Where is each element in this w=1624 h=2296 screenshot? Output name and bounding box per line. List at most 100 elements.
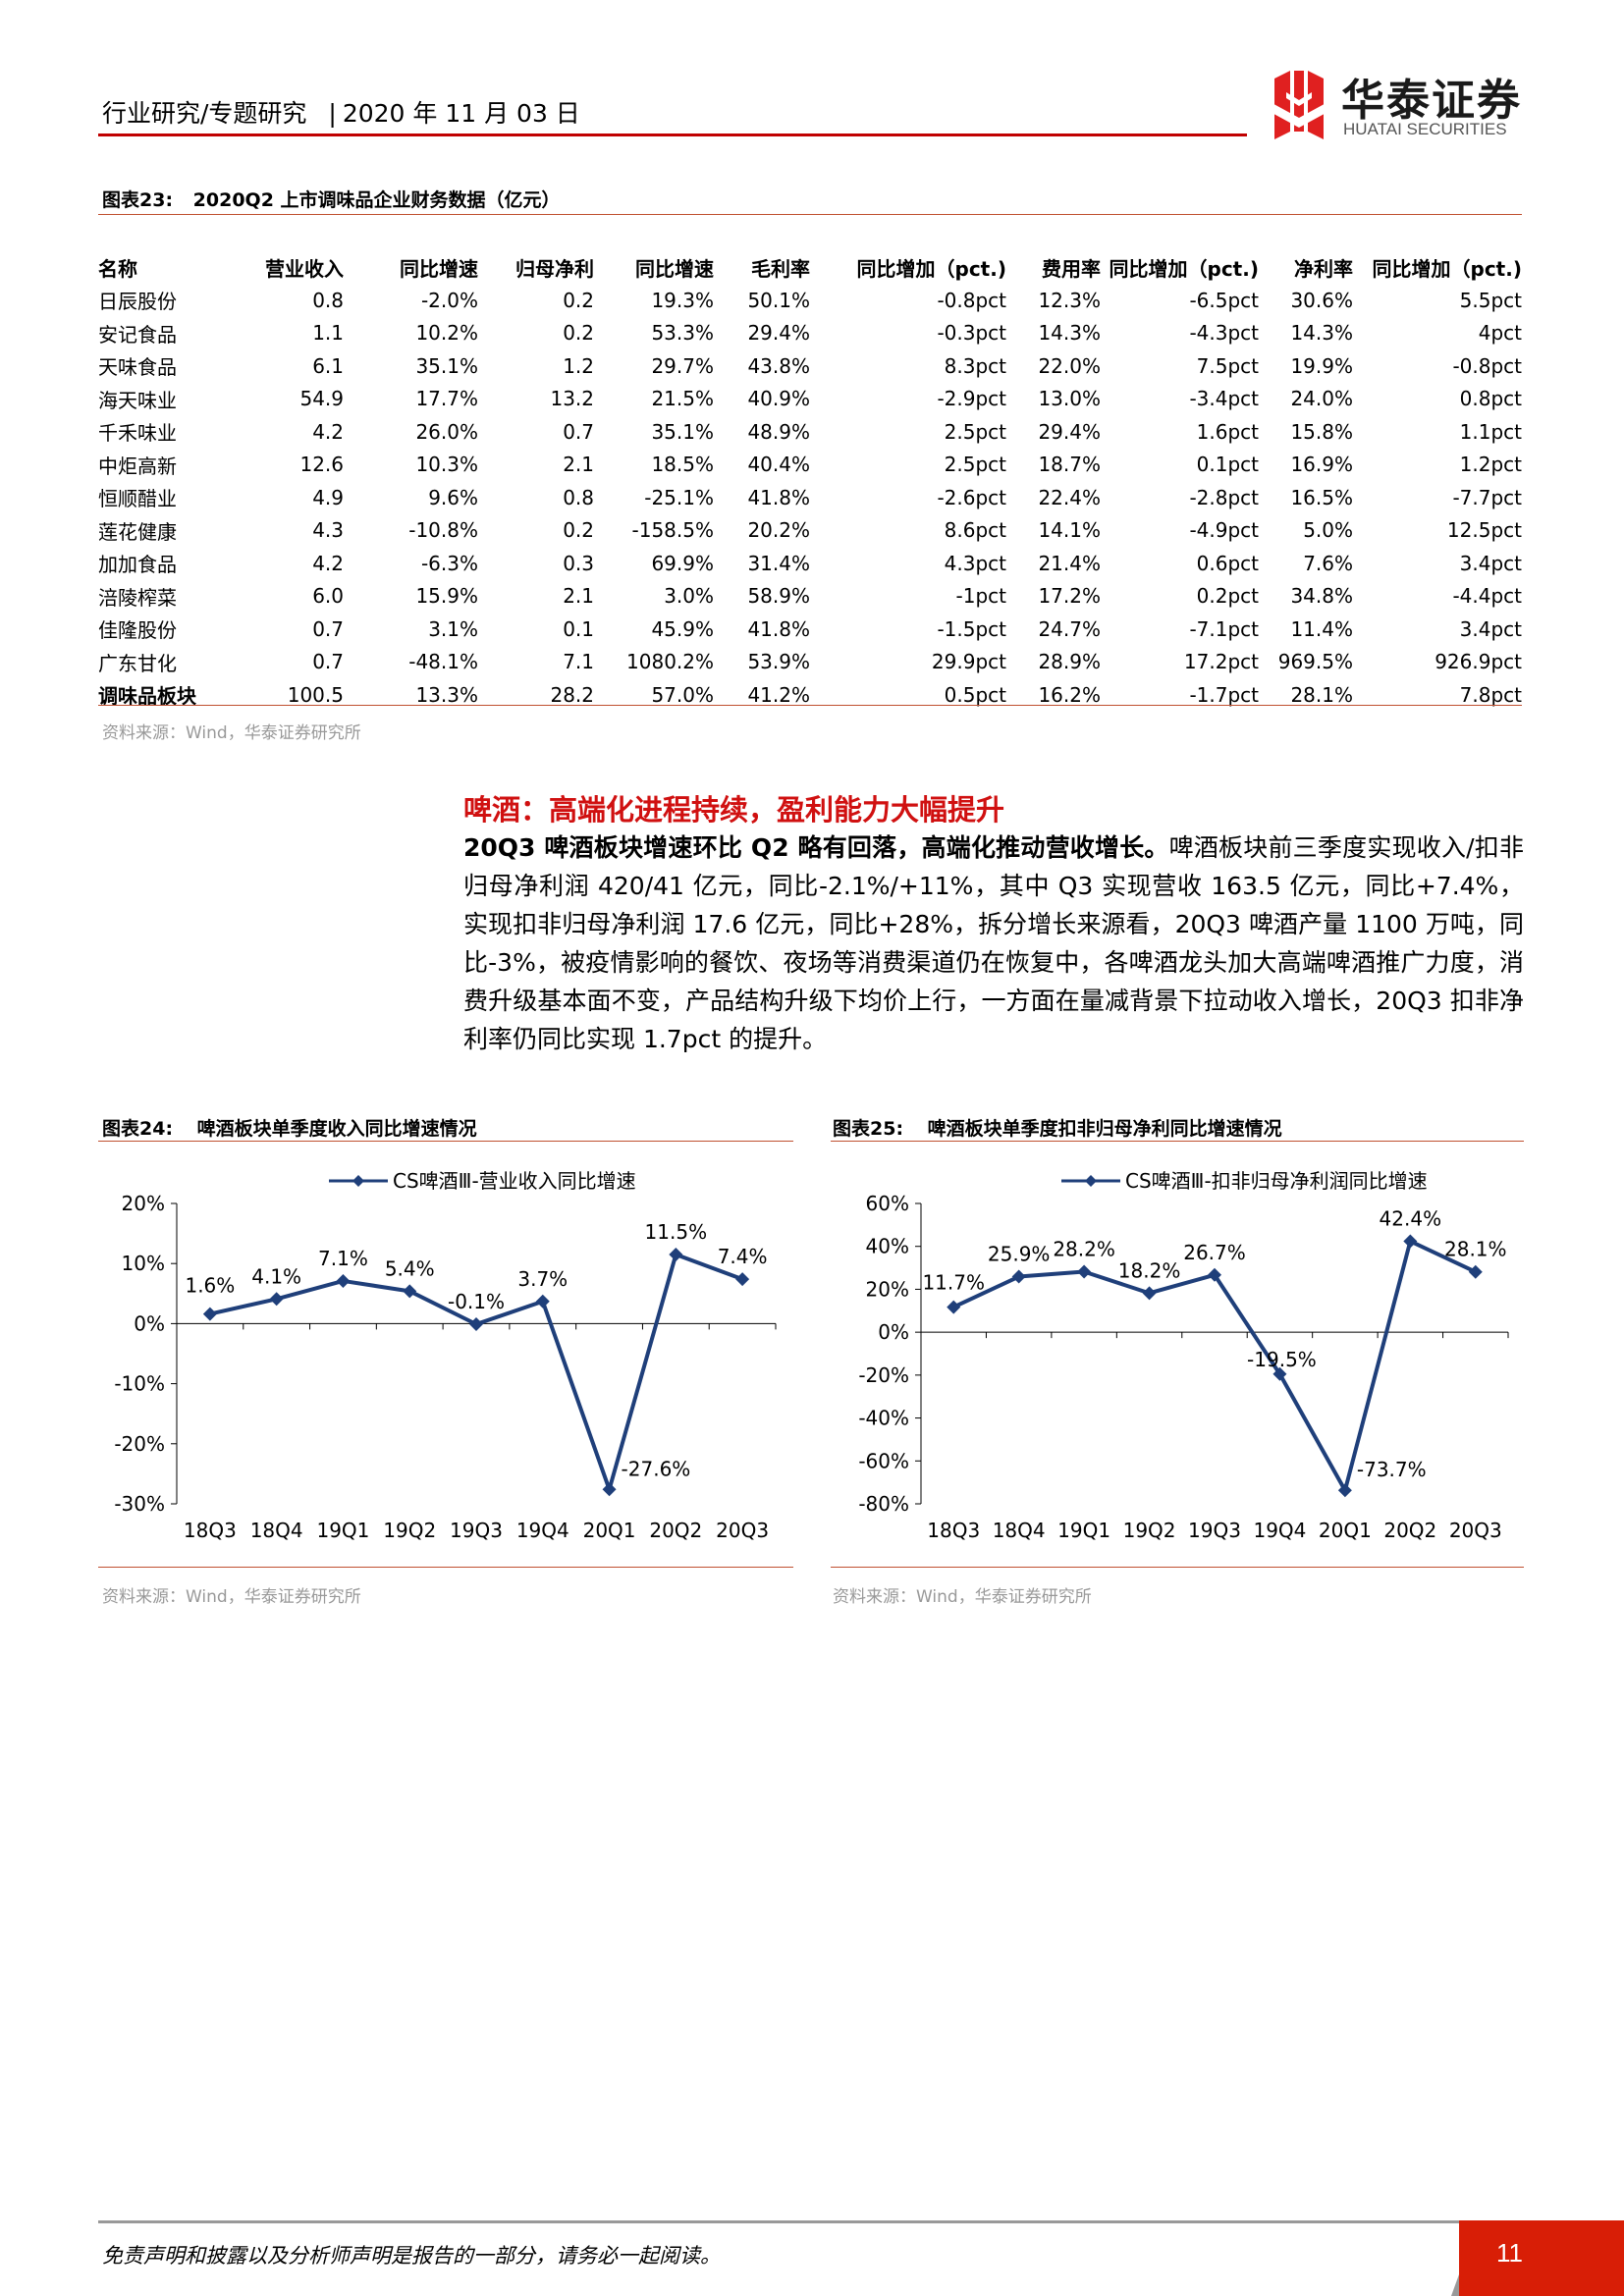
x-tick-label: 20Q3 [716, 1519, 769, 1542]
table-cell: 54.9 [299, 387, 344, 411]
company-name-cell: 日辰股份 [98, 290, 177, 314]
table-cell: 0.1 [563, 616, 594, 641]
revenue-growth-chart: CS啤酒Ⅲ-营业收入同比增速 20% 10% 0% -10% -20% -30% 18Q3 18… [114, 1169, 777, 1542]
table-cell: 0.7 [563, 419, 594, 444]
data-label: 28.1% [1444, 1238, 1507, 1261]
table-cell: 16.5% [1290, 485, 1353, 509]
table-cell: 9.6% [428, 485, 478, 509]
figure25-source: 资料来源：Wind，华泰证券研究所 [833, 1587, 1092, 1607]
figure24-caption: 图表24: 啤酒板块单季度收入同比增速情况 [102, 1114, 477, 1141]
table-row: 安记食品 1.1 10.2% 0.2 53.3% 29.4% -0.3pct 14.3% -4.… [98, 317, 1522, 350]
table-cell: 17.2% [1038, 584, 1101, 609]
data-point [403, 1284, 417, 1299]
table-cell: 24.7% [1038, 616, 1101, 641]
table-row: 佳隆股份 0.7 3.1% 0.1 45.9% 41.8% -1.5pct 24.7% -7.1… [98, 613, 1522, 646]
figure24-top-rule [98, 1141, 793, 1142]
table-cell: 17.2pct [1183, 650, 1259, 674]
column-header: 归母净利 [515, 256, 594, 281]
x-tick-label: 19Q1 [316, 1519, 369, 1542]
breadcrumb: 行业研究/专题研究 [102, 99, 307, 128]
data-point [602, 1482, 617, 1497]
table-cell: 29.4% [1038, 419, 1101, 444]
company-name-cell: 海天味业 [98, 388, 177, 412]
table-cell: -7.1pct [1189, 616, 1259, 641]
table-cell: 48.9% [747, 419, 810, 444]
table-cell: -0.3pct [937, 321, 1006, 346]
x-tick-label: 18Q3 [184, 1519, 237, 1542]
y-tick-label: 10% [122, 1252, 165, 1275]
table-cell: 0.1pct [1196, 453, 1259, 477]
table-cell: 0.2pct [1196, 584, 1259, 609]
figure23-top-rule [98, 214, 1522, 215]
column-header: 同比增加（pct.) [1109, 256, 1259, 281]
table-cell: 12.3% [1038, 288, 1101, 312]
table-cell: 7.5pct [1196, 353, 1259, 378]
table-cell: -1pct [955, 584, 1006, 609]
table-cell: -4.4pct [1452, 584, 1522, 609]
figure24-source: 资料来源：Wind，华泰证券研究所 [102, 1587, 361, 1607]
data-label: 42.4% [1380, 1206, 1442, 1230]
table-cell: 0.7 [312, 616, 344, 641]
company-name-cell: 涪陵榨菜 [98, 585, 177, 610]
table-cell: 29.7% [651, 353, 714, 378]
table-cell: 1.6pct [1196, 419, 1259, 444]
table-total-row: 调味品板块 100.5 13.3% 28.2 57.0% 41.2% 0.5pct 16.2%… [98, 678, 1522, 712]
figure23-caption: 图表23: 2020Q2 上市调味品企业财务数据（亿元） [102, 186, 561, 212]
header-rule [98, 133, 1247, 136]
table-cell: 4.3 [312, 518, 344, 543]
table-row: 恒顺醋业 4.9 9.6% 0.8 -25.1% 41.8% -2.6pct 22.4% -2.… [98, 481, 1522, 514]
table-cell: 5.5pct [1459, 288, 1522, 312]
figure25-bottom-rule [831, 1567, 1524, 1568]
company-name-cell: 佳隆股份 [98, 618, 177, 643]
table-cell: -3.4pct [1189, 387, 1259, 411]
table-cell: 41.8% [747, 616, 810, 641]
table-row: 千禾味业 4.2 26.0% 0.7 35.1% 48.9% 2.5pct 29.4% 1.6p… [98, 415, 1522, 449]
figure23-bottom-rule [98, 705, 1522, 706]
table-cell: 1.2pct [1459, 453, 1522, 477]
y-tick-label: 0% [878, 1320, 909, 1344]
legend-label: CS啤酒Ⅲ-扣非归母净利润同比增速 [1125, 1169, 1428, 1193]
table-cell: 4pct [1478, 321, 1522, 346]
data-point [947, 1300, 961, 1314]
table-cell: 43.8% [747, 353, 810, 378]
table-row: 日辰股份 0.8 -2.0% 0.2 19.3% 50.1% -0.8pct 12.3% -6.… [98, 284, 1522, 317]
report-date: 2020 年 11 月 03 日 [342, 99, 580, 128]
x-tick-label: 19Q3 [450, 1519, 503, 1542]
table-cell: -2.8pct [1189, 485, 1259, 509]
table-cell: -1.7pct [1189, 682, 1259, 707]
table-cell: 100.5 [287, 682, 344, 707]
figure24-bottom-rule [98, 1567, 793, 1568]
data-label: 18.2% [1118, 1258, 1181, 1282]
data-point [669, 1248, 683, 1262]
header-breadcrumb: 行业研究/专题研究 | 2020 年 11 月 03 日 [102, 94, 580, 130]
table-cell: 29.9pct [931, 650, 1006, 674]
table-row: 广东甘化 0.7 -48.1% 7.1 1080.2% 53.9% 29.9pct 28.9%… [98, 646, 1522, 679]
table-cell: 1.1pct [1459, 419, 1522, 444]
y-tick-label: 40% [866, 1235, 909, 1258]
x-tick-label: 19Q4 [516, 1519, 569, 1542]
company-name-cell: 千禾味业 [98, 421, 177, 446]
table-cell: 53.9% [747, 650, 810, 674]
table-cell: 3.4pct [1459, 616, 1522, 641]
column-header: 毛利率 [751, 256, 810, 281]
table-cell: 45.9% [651, 616, 714, 641]
data-point [735, 1272, 750, 1287]
company-name-cell: 恒顺醋业 [98, 487, 177, 511]
column-header: 同比增加（pct.) [1372, 256, 1522, 281]
company-name-cell: 中炬高新 [98, 454, 177, 478]
table-cell: 8.3pct [944, 353, 1006, 378]
y-tick-label: -20% [858, 1363, 909, 1387]
column-header: 同比增速 [635, 256, 714, 281]
x-tick-label: 20Q3 [1449, 1519, 1502, 1542]
table-cell: 0.8pct [1459, 387, 1522, 411]
table-cell: -2.6pct [937, 485, 1006, 509]
x-tick-label: 18Q3 [927, 1519, 980, 1542]
table-cell: 17.7% [415, 387, 478, 411]
x-tick-label: 19Q4 [1253, 1519, 1306, 1542]
chart-legend: CS啤酒Ⅲ-营业收入同比增速 [329, 1169, 636, 1193]
table-cell: 10.2% [415, 321, 478, 346]
data-label: -27.6% [622, 1457, 691, 1480]
table-cell: 28.9% [1038, 650, 1101, 674]
data-point [1337, 1483, 1352, 1498]
x-tick-label: 19Q2 [1123, 1519, 1176, 1542]
